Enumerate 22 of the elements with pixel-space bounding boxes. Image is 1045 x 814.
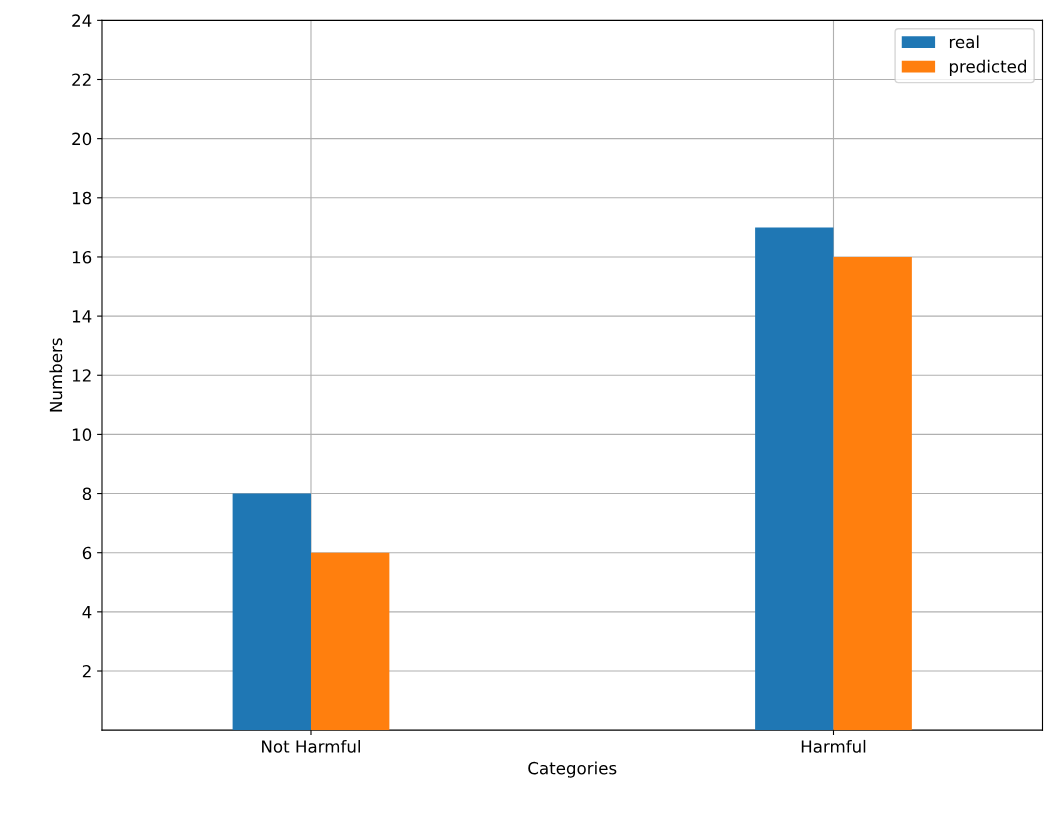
y-tick-label: 4 [82, 606, 92, 619]
x-tick-label: Not Harmful [262, 739, 360, 753]
bar [833, 256, 912, 731]
y-tick-label: 16 [72, 250, 92, 264]
bar [755, 227, 834, 731]
y-tick-label: 24 [72, 14, 92, 27]
y-tick-label: 20 [72, 132, 92, 146]
y-axis-title: Numbers [49, 338, 63, 412]
legend-label: real [949, 35, 979, 49]
bar [310, 552, 390, 731]
y-tick-label: 22 [72, 73, 91, 86]
legend-label: predicted [949, 59, 1026, 76]
y-tick-label: 6 [82, 546, 92, 560]
bar [232, 493, 311, 731]
y-tick-label: 14 [72, 310, 92, 323]
y-tick-label: 12 [72, 369, 91, 382]
y-tick-label: 10 [72, 428, 92, 441]
y-tick-label: 2 [82, 664, 91, 678]
x-axis-title: Categories [528, 761, 617, 778]
x-tick-label: Harmful [801, 739, 866, 753]
y-tick-label: 18 [72, 191, 92, 205]
y-tick-label: 8 [82, 487, 92, 501]
